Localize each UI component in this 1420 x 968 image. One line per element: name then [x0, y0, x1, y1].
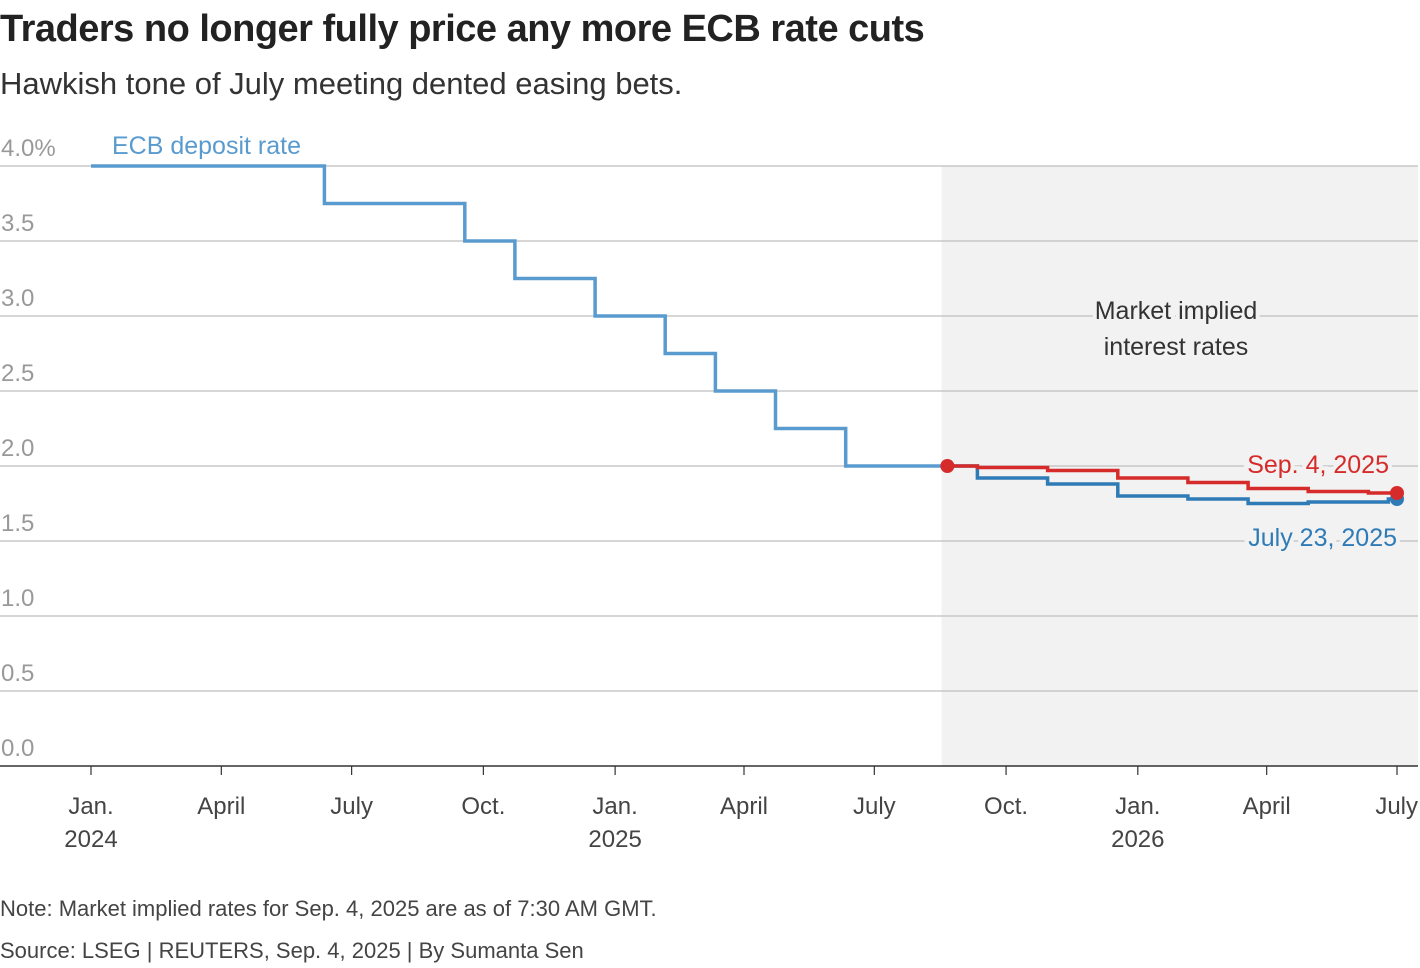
marker-start: [940, 459, 955, 473]
annotations: ECB deposit rate Market implied interest…: [112, 132, 1401, 556]
x-tick-year: 2026: [1111, 826, 1164, 853]
source-line: Source: LSEG | REUTERS, Sep. 4, 2025 | B…: [0, 938, 584, 963]
x-tick-year: 2025: [588, 826, 641, 853]
y-tick-label: 3.5: [1, 210, 34, 237]
y-tick-label: 1.5: [1, 510, 34, 537]
x-tick-label: Jan.: [68, 793, 113, 820]
x-tick-label: July: [330, 793, 373, 820]
marker-sep-end: [1390, 486, 1404, 500]
y-tick-label: 2.0: [1, 435, 34, 462]
series-line-sep: [947, 464, 1397, 495]
x-tick-label: July: [853, 793, 896, 820]
x-tick-year: 2024: [64, 826, 117, 853]
grid-lines: [0, 165, 1418, 692]
series-lines: [91, 164, 1397, 506]
series-label-july: July 23, 2025: [1248, 524, 1397, 552]
rate-chart: 4.0% 3.5 3.0 2.5 2.0 1.5 1.0 0.5 0.0 Jan. 2024 Apr…: [0, 132, 1418, 853]
footnote: Note: Market implied rates for Sep. 4, 2…: [0, 896, 657, 921]
shade-label-line1: Market implied: [1095, 297, 1258, 325]
y-axis-ticks: 4.0% 3.5 3.0 2.5 2.0 1.5 1.0 0.5 0.0: [1, 135, 56, 762]
series-line-july: [947, 464, 1397, 506]
series-markers: [940, 459, 1404, 506]
series-line-deposit: [91, 164, 948, 468]
x-tick-label: Oct.: [461, 793, 505, 820]
x-axis-ticks: Jan. 2024 April July Oct. Jan. 2025 April July Oc…: [64, 766, 1418, 853]
x-tick-label: April: [1243, 793, 1291, 820]
shade-label-line2: interest rates: [1104, 333, 1249, 361]
y-tick-label: 3.0: [1, 285, 34, 312]
y-tick-label: 0.5: [1, 660, 34, 687]
y-tick-label: 0.0: [1, 735, 34, 762]
x-tick-label: Oct.: [984, 793, 1028, 820]
chart-subtitle: Hawkish tone of July meeting dented easi…: [0, 66, 683, 101]
series-label-deposit: ECB deposit rate: [112, 132, 301, 160]
y-tick-label: 1.0: [1, 585, 34, 612]
y-tick-label: 2.5: [1, 360, 34, 387]
series-label-sep: Sep. 4, 2025: [1247, 451, 1389, 479]
x-tick-label: July: [1375, 793, 1418, 820]
x-tick-label: Jan.: [592, 793, 637, 820]
x-tick-label: April: [720, 793, 768, 820]
y-tick-label: 4.0%: [1, 135, 56, 162]
chart-title: Traders no longer fully price any more E…: [0, 8, 925, 50]
x-tick-label: Jan.: [1115, 793, 1160, 820]
x-tick-label: April: [197, 793, 245, 820]
